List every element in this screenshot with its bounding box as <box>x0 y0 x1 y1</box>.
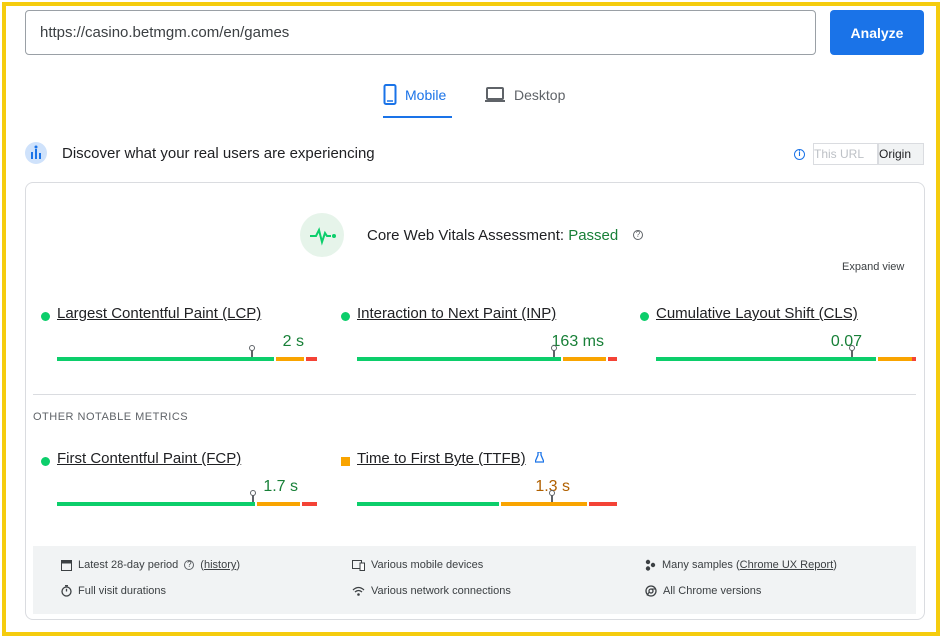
samples-prefix: Many samples ( <box>662 559 740 571</box>
history-link[interactable]: history <box>203 559 237 571</box>
assessment-title: Core Web Vitals Assessment: Passed <box>367 227 618 244</box>
percentile-marker <box>250 490 256 502</box>
metric-cls: Cumulative Layout Shift (CLS) 0.07 <box>640 305 916 375</box>
distribution-bar <box>57 490 317 506</box>
history-link-wrap: (history) <box>200 559 241 571</box>
distribution-bar <box>656 345 916 361</box>
metric-value: 1.7 s <box>263 478 298 495</box>
pulse-icon <box>300 213 344 257</box>
discover-title: Discover what your real users are experi… <box>62 145 375 162</box>
smartphone-icon <box>383 84 397 105</box>
tab-mobile-label: Mobile <box>405 87 447 103</box>
section-divider <box>33 394 916 395</box>
url-input[interactable] <box>25 10 816 55</box>
percentile-marker <box>249 345 255 357</box>
assessment-status: Passed <box>568 227 619 244</box>
tab-mobile[interactable]: Mobile <box>383 84 452 118</box>
metric-name[interactable]: First Contentful Paint (FCP) <box>57 450 242 467</box>
highlight-frame <box>2 2 940 636</box>
chrome-icon <box>645 585 657 597</box>
info-icon[interactable]: i <box>794 149 805 160</box>
tab-desktop-label: Desktop <box>514 87 566 103</box>
good-indicator <box>41 457 50 466</box>
samples-icon <box>645 559 656 571</box>
metric-ttfb: Time to First Byte (TTFB) 1.3 s <box>341 450 617 520</box>
devices-text: Various mobile devices <box>371 559 484 571</box>
footer-period: Latest 28-day period ? (history) <box>61 559 240 571</box>
footer-samples: Many samples (Chrome UX Report) <box>645 559 837 571</box>
footer-network: Various network connections <box>352 585 511 597</box>
metric-name[interactable]: Interaction to Next Paint (INP) <box>357 305 557 322</box>
metric-inp: Interaction to Next Paint (INP) 163 ms <box>341 305 617 375</box>
users-chart-icon <box>25 142 47 164</box>
good-indicator <box>41 312 50 321</box>
devices-icon <box>352 559 365 571</box>
toggle-this-url[interactable]: This URL <box>813 143 878 165</box>
footer-durations: Full visit durations <box>61 585 166 597</box>
metric-name[interactable]: Largest Contentful Paint (LCP) <box>57 305 262 322</box>
network-text: Various network connections <box>371 585 511 597</box>
data-info-footer <box>33 546 916 614</box>
help-icon[interactable]: ? <box>184 560 195 570</box>
tab-desktop[interactable]: Desktop <box>484 84 565 118</box>
good-indicator <box>640 312 649 321</box>
toggle-origin[interactable]: Origin <box>878 143 924 165</box>
metric-value: 163 ms <box>551 333 604 350</box>
expand-view-link[interactable]: Expand view <box>842 261 905 273</box>
metric-lcp: Largest Contentful Paint (LCP) 2 s <box>41 305 317 375</box>
needs-improvement-indicator <box>341 457 350 466</box>
experimental-flask-icon <box>535 452 544 463</box>
help-icon[interactable]: ? <box>633 230 643 240</box>
chrome-text: All Chrome versions <box>663 585 762 597</box>
wifi-icon <box>352 586 365 596</box>
field-data-panel <box>25 182 925 620</box>
metric-value: 2 s <box>282 333 304 350</box>
percentile-marker <box>551 345 557 357</box>
metric-value: 0.07 <box>830 333 862 350</box>
percentile-marker <box>549 490 555 502</box>
laptop-icon <box>485 87 505 102</box>
distribution-bar <box>57 345 317 361</box>
stopwatch-icon <box>61 585 72 597</box>
samples-suffix: ) <box>833 559 837 571</box>
samples-text: Many samples (Chrome UX Report) <box>662 559 837 571</box>
distribution-bar <box>357 490 617 506</box>
chrome-ux-report-link[interactable]: Chrome UX Report <box>739 559 834 571</box>
calendar-icon <box>61 560 72 571</box>
distribution-bar <box>357 345 617 361</box>
metric-value: 1.3 s <box>535 478 570 495</box>
footer-chrome: All Chrome versions <box>645 585 761 597</box>
footer-devices: Various mobile devices <box>352 559 483 571</box>
period-text: Latest 28-day period <box>78 559 179 571</box>
assessment-label: Core Web Vitals Assessment: <box>367 227 569 244</box>
metric-fcp: First Contentful Paint (FCP) 1.7 s <box>41 450 317 520</box>
durations-text: Full visit durations <box>78 585 167 597</box>
percentile-marker <box>849 345 855 357</box>
other-metrics-title: OTHER NOTABLE METRICS <box>33 411 189 423</box>
metric-name[interactable]: Time to First Byte (TTFB) <box>357 450 526 467</box>
analyze-button[interactable]: Analyze <box>830 10 924 55</box>
metric-name[interactable]: Cumulative Layout Shift (CLS) <box>656 305 858 322</box>
good-indicator <box>341 312 350 321</box>
